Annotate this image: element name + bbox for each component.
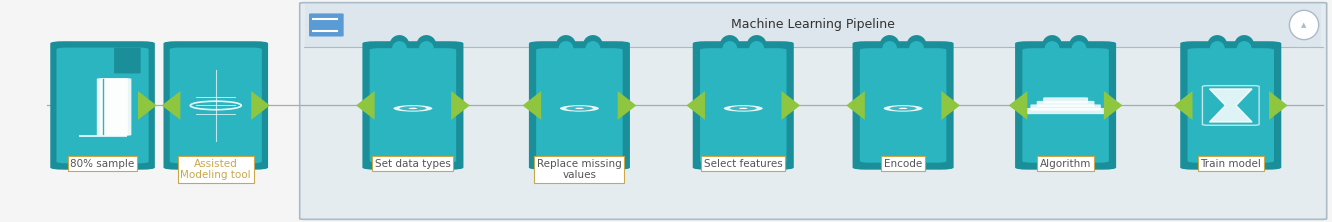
Ellipse shape [1209, 41, 1224, 56]
Polygon shape [1209, 89, 1252, 122]
Text: Machine Learning Pipeline: Machine Learning Pipeline [731, 18, 895, 32]
FancyBboxPatch shape [169, 48, 262, 163]
Text: Encode: Encode [884, 159, 922, 169]
Ellipse shape [1042, 35, 1062, 55]
FancyBboxPatch shape [1188, 48, 1273, 163]
Ellipse shape [586, 41, 601, 56]
FancyBboxPatch shape [701, 48, 786, 163]
Ellipse shape [392, 41, 406, 56]
Ellipse shape [719, 35, 739, 55]
Ellipse shape [1070, 35, 1090, 55]
Polygon shape [686, 91, 705, 120]
Circle shape [409, 108, 417, 109]
Ellipse shape [1044, 41, 1059, 56]
Polygon shape [846, 91, 864, 120]
Text: Train model: Train model [1200, 159, 1261, 169]
Ellipse shape [389, 35, 409, 55]
FancyBboxPatch shape [1043, 97, 1088, 103]
Polygon shape [522, 91, 541, 120]
FancyBboxPatch shape [115, 48, 141, 73]
Ellipse shape [879, 35, 899, 55]
Text: Assisted
Modeling tool: Assisted Modeling tool [180, 159, 252, 180]
FancyBboxPatch shape [860, 48, 946, 163]
Ellipse shape [1237, 41, 1252, 56]
Ellipse shape [562, 158, 597, 171]
Ellipse shape [910, 41, 924, 56]
FancyBboxPatch shape [529, 41, 630, 170]
Ellipse shape [907, 35, 927, 55]
Circle shape [575, 108, 583, 109]
Ellipse shape [1048, 158, 1083, 171]
Ellipse shape [882, 41, 896, 56]
Polygon shape [782, 91, 801, 120]
FancyBboxPatch shape [1180, 41, 1281, 170]
Circle shape [723, 105, 763, 112]
FancyBboxPatch shape [300, 3, 1327, 219]
FancyBboxPatch shape [537, 48, 622, 163]
Circle shape [559, 105, 599, 112]
Polygon shape [139, 91, 157, 120]
Circle shape [566, 106, 593, 111]
Polygon shape [618, 91, 637, 120]
Ellipse shape [420, 41, 434, 56]
Ellipse shape [555, 35, 575, 55]
Ellipse shape [1207, 35, 1227, 55]
Ellipse shape [417, 35, 437, 55]
Circle shape [883, 105, 923, 112]
Circle shape [400, 106, 426, 111]
FancyBboxPatch shape [97, 78, 128, 136]
FancyBboxPatch shape [1015, 41, 1116, 170]
FancyBboxPatch shape [305, 4, 1321, 47]
Text: Algorithm: Algorithm [1040, 159, 1091, 169]
FancyBboxPatch shape [1031, 104, 1100, 111]
Ellipse shape [747, 35, 767, 55]
FancyBboxPatch shape [370, 48, 456, 163]
Text: ▲: ▲ [1301, 22, 1307, 28]
Ellipse shape [1213, 158, 1248, 171]
Circle shape [730, 106, 757, 111]
Ellipse shape [1289, 10, 1319, 40]
Polygon shape [1173, 91, 1192, 120]
Text: Select features: Select features [703, 159, 783, 169]
Polygon shape [452, 91, 470, 120]
FancyBboxPatch shape [693, 41, 794, 170]
Polygon shape [1008, 91, 1027, 120]
Ellipse shape [886, 158, 920, 171]
FancyBboxPatch shape [309, 14, 344, 37]
Circle shape [899, 108, 907, 109]
FancyBboxPatch shape [1023, 48, 1108, 163]
Ellipse shape [750, 41, 765, 56]
Polygon shape [1269, 91, 1288, 120]
FancyBboxPatch shape [56, 48, 149, 163]
Ellipse shape [1072, 41, 1087, 56]
Ellipse shape [396, 158, 430, 171]
Polygon shape [356, 91, 374, 120]
Circle shape [393, 105, 433, 112]
FancyBboxPatch shape [51, 41, 155, 170]
Text: Set data types: Set data types [376, 159, 450, 169]
Circle shape [890, 106, 916, 111]
FancyBboxPatch shape [852, 41, 954, 170]
Polygon shape [252, 91, 270, 120]
Polygon shape [1104, 91, 1123, 120]
Polygon shape [942, 91, 960, 120]
FancyBboxPatch shape [362, 41, 464, 170]
Text: 80% sample: 80% sample [71, 159, 135, 169]
Ellipse shape [1235, 35, 1255, 55]
FancyBboxPatch shape [1024, 108, 1107, 114]
Ellipse shape [726, 158, 761, 171]
Circle shape [739, 108, 747, 109]
Ellipse shape [583, 35, 603, 55]
FancyBboxPatch shape [1036, 101, 1095, 107]
Polygon shape [161, 91, 180, 120]
Ellipse shape [558, 41, 573, 56]
FancyBboxPatch shape [100, 78, 132, 136]
FancyBboxPatch shape [164, 41, 268, 170]
Text: Replace missing
values: Replace missing values [537, 159, 622, 180]
Ellipse shape [722, 41, 737, 56]
